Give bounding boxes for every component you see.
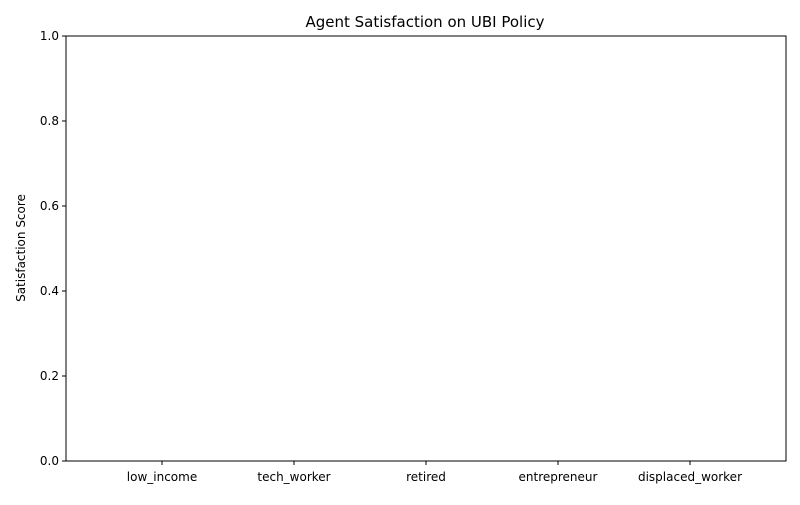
y-tick-label: 0.4 [40,284,59,298]
x-tick-label: displaced_worker [638,470,742,484]
x-tick-label: low_income [127,470,197,484]
y-tick-label: 0.2 [40,369,59,383]
x-tick-label: tech_worker [257,470,330,484]
y-axis-label: Satisfaction Score [14,194,28,302]
x-tick-label: entrepreneur [519,470,598,484]
y-axis: 0.0 0.2 0.4 0.6 0.8 1.0 [40,29,66,468]
x-axis: low_income tech_worker retired entrepreneur… [127,461,742,484]
chart-title: Agent Satisfaction on UBI Policy [305,13,544,31]
y-tick-label: 0.0 [40,454,59,468]
plot-area-frame [65,35,787,462]
x-tick-label: retired [406,470,446,484]
y-tick-label: 0.6 [40,199,59,213]
y-tick-label: 0.8 [40,114,59,128]
y-tick-label: 1.0 [40,29,59,43]
